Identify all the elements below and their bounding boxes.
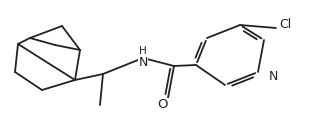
Text: O: O — [158, 98, 168, 112]
Text: N: N — [268, 69, 278, 83]
Text: N: N — [138, 56, 148, 69]
Text: H: H — [139, 46, 147, 56]
Text: Cl: Cl — [279, 18, 291, 32]
